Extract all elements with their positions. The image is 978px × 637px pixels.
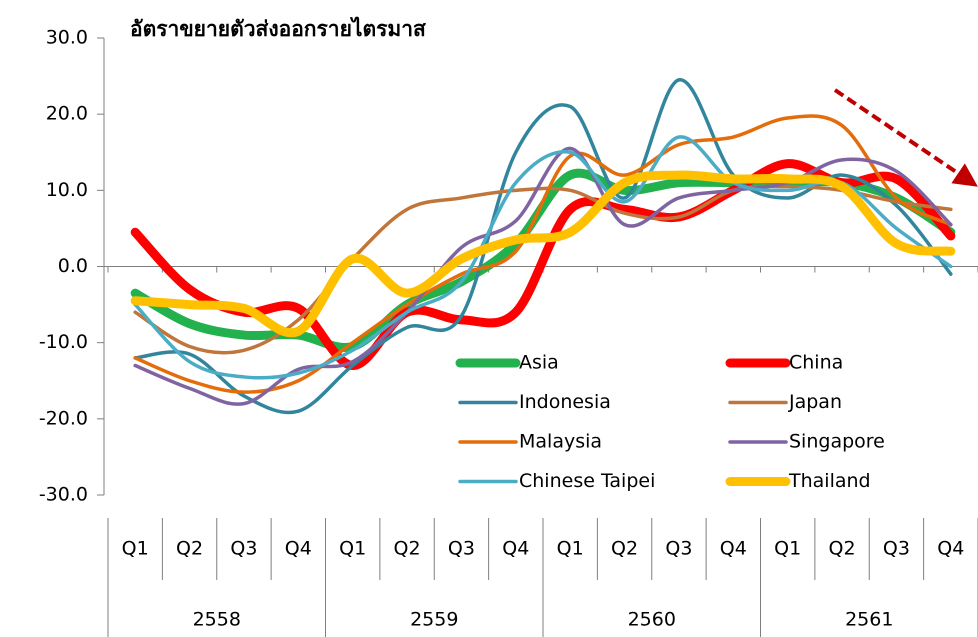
legend-label: Indonesia bbox=[519, 391, 611, 413]
legend-label: Thailand bbox=[788, 470, 871, 492]
x-tick-label: Q1 bbox=[122, 538, 149, 560]
x-tick-label: Q2 bbox=[611, 538, 638, 560]
x-tick-label: Q3 bbox=[665, 538, 692, 560]
series-line bbox=[133, 146, 953, 406]
y-tick-label: 30.0 bbox=[46, 27, 88, 49]
x-tick-label: Q4 bbox=[937, 538, 964, 560]
group-label: 2561 bbox=[845, 609, 893, 631]
x-tick-label: Q1 bbox=[557, 538, 584, 560]
group-label: 2560 bbox=[628, 609, 676, 631]
x-tick-label: Q2 bbox=[829, 538, 856, 560]
legend-label: Chinese Taipei bbox=[519, 470, 655, 492]
x-tick-label: Q2 bbox=[394, 538, 421, 560]
legend-label: Singapore bbox=[789, 431, 885, 453]
x-tick-label: Q4 bbox=[285, 538, 312, 560]
trend-arrow bbox=[833, 88, 978, 187]
chart-title: อัตราขยายตัวส่งออกรายไตรมาส bbox=[130, 16, 426, 41]
y-tick-label: 0.0 bbox=[58, 255, 88, 277]
y-tick-label: -30.0 bbox=[39, 484, 88, 506]
x-tick-label: Q3 bbox=[448, 538, 475, 560]
x-tick-label: Q1 bbox=[774, 538, 801, 560]
series-line bbox=[133, 114, 953, 394]
y-tick-label: 20.0 bbox=[46, 103, 88, 125]
legend-label: Malaysia bbox=[519, 431, 602, 453]
series-line bbox=[130, 159, 956, 371]
x-tick-label: Q4 bbox=[720, 538, 747, 560]
x-tick-label: Q2 bbox=[176, 538, 203, 560]
x-tick-label: Q3 bbox=[230, 538, 257, 560]
y-tick-label: 10.0 bbox=[46, 179, 88, 201]
group-label: 2558 bbox=[193, 609, 241, 631]
x-tick-label: Q4 bbox=[502, 538, 529, 560]
y-tick-label: -10.0 bbox=[39, 331, 88, 353]
group-label: 2559 bbox=[410, 609, 458, 631]
legend-label: China bbox=[789, 352, 843, 374]
series-line bbox=[133, 135, 953, 380]
legend-label: Asia bbox=[519, 352, 559, 374]
x-tick-label: Q1 bbox=[339, 538, 366, 560]
series-line bbox=[130, 170, 956, 338]
legend-label: Japan bbox=[788, 391, 842, 413]
series-line bbox=[133, 78, 953, 415]
x-tick-label: Q3 bbox=[883, 538, 910, 560]
y-tick-label: -20.0 bbox=[39, 407, 88, 429]
